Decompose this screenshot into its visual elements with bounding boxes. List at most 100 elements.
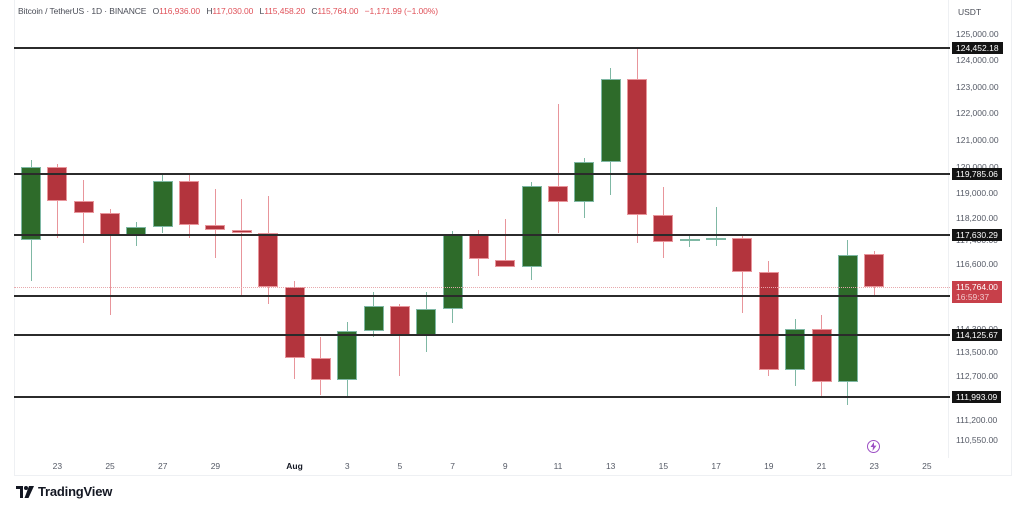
candle-body-down (258, 232, 279, 288)
level-price-label: 111,993.09 (952, 391, 1002, 403)
candle-body-up (363, 306, 384, 331)
close-value: 115,764.00 (317, 6, 359, 16)
price-tick: 125,000.00 (956, 29, 999, 39)
candle-wick (504, 219, 506, 266)
high-value: 117,030.00 (212, 6, 254, 16)
price-tick: 124,000.00 (956, 55, 999, 65)
price-tick: 121,000.00 (956, 135, 999, 145)
low-value: 115,458.20 (264, 6, 306, 16)
tradingview-mark-icon (16, 485, 34, 498)
price-tick: 116,600.00 (956, 259, 998, 269)
price-tick: 119,000.00 (956, 188, 998, 198)
candle-body-up (442, 234, 463, 310)
flash-event-icon[interactable] (867, 440, 880, 453)
date-tick: 5 (397, 461, 403, 471)
date-tick: 9 (502, 461, 508, 471)
open-label: O (152, 6, 160, 16)
date-tick: Aug (286, 461, 303, 471)
candle-body-down (495, 259, 516, 267)
candle-body-down (47, 167, 68, 201)
horizontal-level-line[interactable] (14, 334, 950, 336)
horizontal-level-line[interactable] (14, 47, 950, 49)
open-value: 116,936.00 (159, 6, 201, 16)
last-price-value: 115,764.00 (956, 282, 998, 292)
candle-wick (715, 207, 717, 246)
date-tick: 25 (922, 461, 932, 471)
horizontal-level-line[interactable] (14, 295, 950, 297)
high-label: H (206, 6, 213, 16)
candle-body-up (21, 167, 41, 240)
price-tick: 120,000.00 (956, 162, 999, 172)
candle-body-down (73, 200, 94, 214)
candle-body-up (706, 237, 727, 240)
candle-wick (109, 208, 111, 315)
symbol-header: Bitcoin / TetherUS · 1D · BINANCE O116,9… (18, 6, 438, 16)
level-price-label: 124,452.18 (952, 42, 1003, 54)
price-tick: 111,200.00 (956, 415, 998, 425)
candle-body-down (284, 287, 305, 358)
time-axis[interactable]: 23 25 27 29 Aug 3 5 7 9 11 13 15 17 19 21 23 25 (14, 458, 948, 476)
candle-body-up (679, 238, 700, 242)
date-tick: 17 (711, 461, 721, 471)
date-tick: 3 (344, 461, 350, 471)
candle-body-up (785, 329, 806, 370)
symbol-title[interactable]: Bitcoin / TetherUS · 1D · BINANCE (18, 6, 147, 16)
date-tick: 27 (158, 461, 168, 471)
price-axis[interactable] (948, 0, 1012, 458)
candle-body-down (548, 185, 568, 203)
candle-wick (399, 303, 401, 376)
chart-frame (14, 0, 1012, 476)
candle-body-up (416, 309, 437, 336)
level-price-label: 114,125.67 (952, 329, 1002, 341)
candle-body-down (468, 234, 489, 260)
tradingview-logo[interactable]: TradingView (16, 484, 112, 499)
horizontal-level-line[interactable] (14, 234, 950, 236)
date-tick: 13 (605, 461, 616, 471)
lightning-icon (870, 442, 877, 451)
price-tick: 112,700.00 (956, 371, 998, 381)
candle-body-up (574, 161, 595, 203)
low-label: L (259, 6, 265, 16)
candle-body-down (389, 306, 410, 336)
price-tick: 122,000.00 (956, 108, 999, 118)
candle-body-down (653, 214, 674, 242)
candle-body-down (811, 329, 832, 382)
candle-wick (56, 164, 58, 238)
candle-body-down (310, 358, 331, 381)
candlestick-plot-area[interactable] (14, 0, 948, 458)
date-tick: 11 (553, 461, 563, 471)
candle-body-down (179, 180, 200, 226)
close-label: C (311, 6, 318, 16)
currency-unit[interactable]: USDT (958, 7, 982, 17)
candle-body-down (205, 225, 226, 230)
level-price-label: 117,630.29 (952, 229, 1002, 241)
candle-wick (241, 199, 243, 297)
candle-body-up (837, 255, 858, 382)
candle-body-up (337, 330, 358, 381)
date-tick: 7 (450, 461, 455, 471)
date-tick: 29 (210, 461, 221, 471)
price-tick: 110,550.00 (956, 435, 998, 445)
date-tick: 15 (658, 461, 669, 471)
date-tick: 21 (816, 461, 827, 471)
date-tick: 19 (764, 461, 774, 471)
brand-name: TradingView (38, 484, 113, 499)
candle-body-up (521, 185, 542, 267)
price-tick: 123,000.00 (956, 82, 999, 92)
date-tick: 23 (52, 461, 63, 471)
level-price-label: 119,785.06 (952, 168, 1002, 180)
date-tick: 23 (869, 461, 879, 471)
candle-body-down (100, 213, 121, 236)
candle-body-down (627, 78, 648, 215)
candle-body-down (231, 229, 252, 233)
last-price-line (14, 287, 950, 288)
bar-countdown: 16:59:37 (956, 292, 990, 302)
candle-body-down (732, 237, 753, 273)
price-tick: 118,200.00 (956, 213, 998, 223)
horizontal-level-line[interactable] (14, 396, 950, 398)
price-tick: 113,500.00 (956, 347, 998, 357)
candle-body-down (864, 253, 885, 287)
horizontal-level-line[interactable] (14, 173, 950, 175)
candle-wick (214, 189, 216, 258)
candle-body-up (600, 78, 621, 162)
